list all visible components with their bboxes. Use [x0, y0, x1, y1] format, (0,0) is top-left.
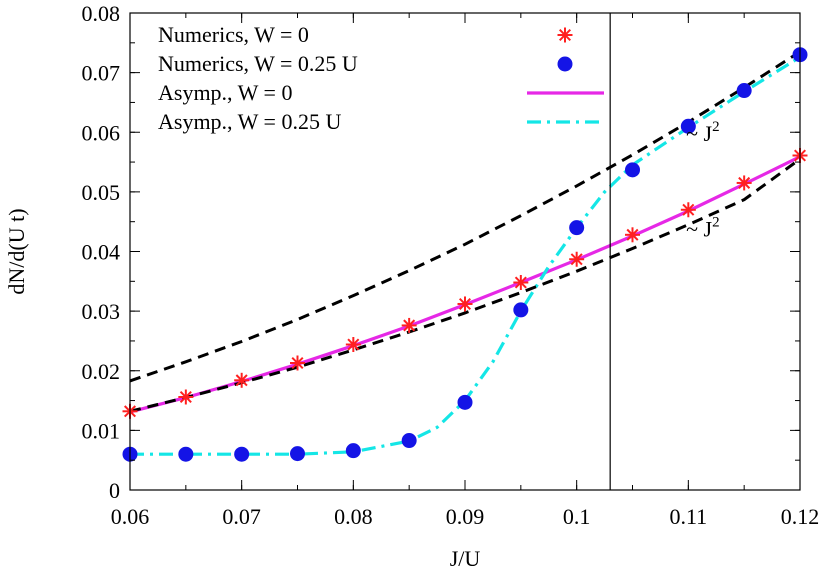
x-tick-label: 0.11: [669, 504, 707, 529]
annotations: ~ J2~ J2: [686, 119, 719, 241]
asterisk-stroke: [570, 253, 583, 266]
x-tick-label: 0.08: [334, 504, 373, 529]
data-point: [680, 202, 696, 218]
x-axis-label: J/U: [450, 546, 481, 571]
data-point: [513, 275, 529, 291]
x-tick-label: 0.07: [222, 504, 261, 529]
data-point: [680, 118, 696, 134]
asterisk-stroke: [682, 203, 695, 216]
annotation-superscript: 2: [712, 119, 720, 135]
data-point: [457, 394, 473, 410]
annotation-superscript: 2: [712, 215, 720, 231]
annotation-text: ~ J: [686, 217, 712, 242]
data-point: [290, 355, 305, 371]
series-line: [129, 155, 801, 414]
y-tick-label: 0.01: [82, 418, 121, 443]
data-point: [290, 446, 305, 462]
asterisk-stroke: [626, 228, 639, 241]
x-tick-label: 0.12: [781, 504, 820, 529]
asterisk-stroke: [235, 374, 248, 387]
data-point: [625, 162, 640, 178]
asterisk-stroke: [403, 319, 416, 332]
data-point: [178, 389, 194, 405]
y-tick-label: 0.02: [82, 359, 121, 384]
data-point: [234, 446, 250, 462]
y-tick-label: 0.06: [82, 120, 121, 145]
data-point: [234, 372, 250, 388]
asterisk-stroke: [514, 276, 527, 289]
data-point: [345, 443, 361, 459]
data-point: [457, 296, 473, 312]
data-point: [178, 446, 194, 462]
legend-label: Numerics, W = 0.25 U: [158, 51, 358, 76]
annotation-label: ~ J2: [686, 119, 719, 146]
legend-label: Asymp., W = 0: [158, 80, 292, 105]
series-points: [122, 47, 808, 462]
y-tick-label: 0.07: [82, 61, 121, 86]
asterisk-stroke: [347, 338, 360, 351]
data-point: [557, 27, 573, 43]
data-point: [557, 56, 573, 72]
data-point: [569, 251, 585, 267]
legend-label: Numerics, W = 0: [158, 22, 309, 47]
data-point: [401, 433, 417, 449]
data-point: [736, 83, 752, 99]
series-line: [130, 55, 801, 456]
annotation-label: ~ J2: [686, 215, 719, 242]
x-tick-label: 0.06: [111, 504, 150, 529]
y-axis-label: dN/d(U t): [4, 208, 29, 294]
y-tick-label: 0.08: [82, 1, 121, 26]
asterisk-stroke: [558, 28, 572, 42]
legend-label: Asymp., W = 0.25 U: [158, 109, 341, 134]
data-point: [569, 220, 585, 236]
y-tick-label: 0.03: [82, 299, 121, 324]
data-point: [401, 317, 417, 333]
asterisk-stroke: [458, 297, 472, 310]
data-point: [513, 302, 529, 318]
asterisk-stroke: [291, 356, 304, 370]
asterisk-stroke: [738, 176, 751, 189]
x-tick-label: 0.09: [446, 504, 485, 529]
data-point: [736, 175, 752, 191]
y-tick-label: 0.04: [82, 240, 121, 265]
x-tick-label: 0.1: [563, 504, 591, 529]
axis-ticks: 0.06 0.07 0.08 0.09 0.1 0.11 0.12 0 0.01 0.02 0.03…: [82, 1, 820, 529]
annotation-text: ~ J: [686, 121, 712, 146]
data-point: [345, 337, 361, 353]
asterisk-stroke: [179, 390, 192, 403]
data-point: [625, 227, 640, 243]
asymptote-dashed-line: [129, 157, 801, 413]
legend: Numerics, W = 0 Numerics, W = 0.25 U Asymp…: [158, 22, 604, 134]
y-tick-label: 0.05: [82, 180, 121, 205]
y-tick-label: 0: [109, 478, 120, 503]
